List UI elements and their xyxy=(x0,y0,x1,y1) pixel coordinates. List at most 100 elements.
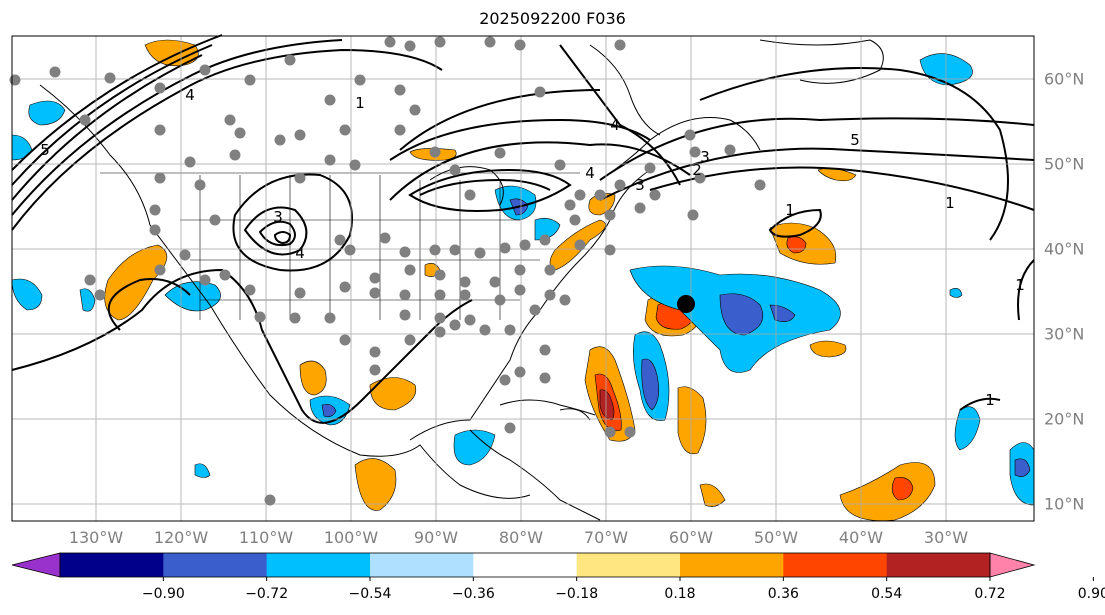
latitude-label: 10°N xyxy=(1044,494,1085,514)
contour-label: 1 xyxy=(945,194,955,212)
station-dot xyxy=(514,264,526,276)
shaded-field xyxy=(11,39,1035,521)
colorbar-segment xyxy=(163,553,268,577)
neg-blob xyxy=(954,406,981,451)
station-dot xyxy=(504,422,516,434)
station-dot xyxy=(294,172,306,184)
contour-label: 3 xyxy=(635,176,645,194)
station-dot xyxy=(339,124,351,136)
station-dot xyxy=(624,426,636,438)
station-dots xyxy=(9,36,766,506)
longitude-label: 70°W xyxy=(583,528,629,547)
station-dot xyxy=(184,156,196,168)
neg-blob-core xyxy=(321,403,337,418)
station-dot xyxy=(449,164,461,176)
station-dot xyxy=(199,274,211,286)
contour-label: 3 xyxy=(700,148,710,166)
colorbar-tick-label: 0.36 xyxy=(767,586,799,602)
neg-blob xyxy=(11,278,43,311)
station-dot xyxy=(149,224,161,236)
colorbar-segment xyxy=(473,553,578,577)
station-dot xyxy=(264,494,276,506)
station-dot xyxy=(399,246,411,258)
station-dot xyxy=(384,36,396,48)
colorbar-segment xyxy=(370,553,474,577)
station-dot xyxy=(479,324,491,336)
latitude-label: 60°N xyxy=(1044,69,1085,89)
station-dot xyxy=(499,374,511,386)
contour-label: 4 xyxy=(610,116,620,134)
station-dot xyxy=(399,289,411,301)
station-dot xyxy=(449,244,461,256)
station-dot xyxy=(404,264,416,276)
colorbar-frame xyxy=(59,552,991,578)
station-dot xyxy=(294,129,306,141)
station-dot xyxy=(334,234,346,246)
station-dot xyxy=(429,146,441,158)
pos-blob xyxy=(839,462,936,521)
station-dot xyxy=(289,312,301,324)
station-dot xyxy=(449,319,461,331)
neg-blob xyxy=(164,281,221,312)
station-dot xyxy=(689,146,701,158)
station-dot xyxy=(294,287,306,299)
colorbar-tick-label: −0.36 xyxy=(451,586,495,602)
longitude-label: 50°W xyxy=(753,528,799,547)
station-dot xyxy=(284,54,296,66)
station-dot xyxy=(199,64,211,76)
station-dot xyxy=(694,172,706,184)
station-dot xyxy=(604,244,616,256)
longitude-label: 130°W xyxy=(68,528,124,547)
station-dot xyxy=(434,289,446,301)
station-dot xyxy=(339,334,351,346)
colorbar-tick-label: 0.72 xyxy=(974,586,1006,602)
station-dot xyxy=(179,249,191,261)
station-dot xyxy=(219,269,231,281)
station-dot xyxy=(339,281,351,293)
station-dot xyxy=(404,334,416,346)
station-dot xyxy=(244,74,256,86)
neg-blob xyxy=(194,463,211,478)
neg-blob xyxy=(79,288,96,312)
station-dot xyxy=(209,214,221,226)
station-dot xyxy=(554,159,566,171)
colorbar-tick-label: −0.72 xyxy=(245,586,289,602)
station-dot xyxy=(464,314,476,326)
station-dot xyxy=(564,199,576,211)
contour-label: 4 xyxy=(185,86,195,104)
colorbar-segment xyxy=(576,553,681,577)
station-dot xyxy=(369,272,381,284)
contour-lines xyxy=(11,34,1035,424)
station-dot xyxy=(459,289,471,301)
station-dot xyxy=(434,269,446,281)
station-dot xyxy=(79,114,91,126)
colorbar-tick-label: 0.90 xyxy=(1077,586,1105,602)
station-dot xyxy=(539,372,551,384)
contour-label: 5 xyxy=(40,141,50,159)
station-dot xyxy=(569,214,581,226)
pos-blob xyxy=(369,377,417,411)
station-dot xyxy=(229,149,241,161)
neg-blob-core xyxy=(719,293,764,336)
contour-label: 4 xyxy=(585,164,595,182)
colorbar-segment xyxy=(783,553,888,577)
station-dot xyxy=(369,287,381,299)
station-dot xyxy=(489,276,501,288)
longitude-label: 90°W xyxy=(413,528,459,547)
storm-center-dot xyxy=(677,295,695,313)
station-dot xyxy=(539,344,551,356)
pos-blob xyxy=(299,360,327,396)
station-dot xyxy=(604,426,616,438)
station-dot xyxy=(274,134,286,146)
pos-blob xyxy=(699,483,726,507)
station-dot xyxy=(379,232,391,244)
neg-blob xyxy=(949,288,963,298)
station-dot xyxy=(324,94,336,106)
plot-title: 2025092200 F036 xyxy=(479,9,626,28)
station-dot xyxy=(394,84,406,96)
station-dot xyxy=(614,179,626,191)
station-dot xyxy=(9,74,21,86)
station-dot xyxy=(434,36,446,48)
station-dot xyxy=(459,276,471,288)
